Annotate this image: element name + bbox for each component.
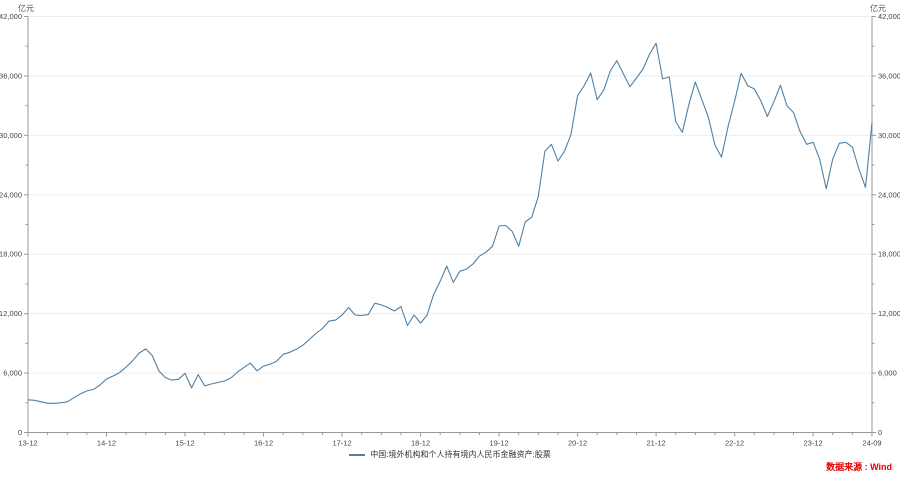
legend-line-marker xyxy=(349,454,366,456)
data-source-label: 数据来源 : Wind xyxy=(826,462,892,472)
x-tick-label: 20-12 xyxy=(568,439,587,448)
y-tick-label-left: 24,000 xyxy=(0,190,22,199)
x-tick-label: 13-12 xyxy=(18,439,37,448)
x-tick-label: 15-12 xyxy=(175,439,194,448)
series-line xyxy=(27,42,873,404)
x-tick-label: 14-12 xyxy=(97,439,116,448)
x-tick-label: 19-12 xyxy=(489,439,508,448)
x-tick-label: 23-12 xyxy=(804,439,823,448)
y-tick-label-right: 0 xyxy=(878,428,882,437)
y-tick-label-left: 0 xyxy=(18,428,22,437)
x-tick-label: 17-12 xyxy=(332,439,351,448)
x-tick-label: 16-12 xyxy=(254,439,273,448)
y-axis-unit-right: 亿元 xyxy=(870,4,886,13)
x-tick-label: 18-12 xyxy=(411,439,430,448)
y-tick-label-left: 6,000 xyxy=(3,369,22,378)
x-tick-label: 22-12 xyxy=(725,439,744,448)
legend-label: 中国:境外机构和个人持有境内人民币金融资产:股票 xyxy=(370,450,551,459)
x-tick-label: 24-09 xyxy=(862,439,881,448)
y-tick-label-right: 42,000 xyxy=(878,12,900,21)
y-tick-label-right: 6,000 xyxy=(878,369,897,378)
y-axis-unit-left: 亿元 xyxy=(18,4,34,13)
y-tick-label-left: 12,000 xyxy=(0,309,22,318)
x-tick-label: 21-12 xyxy=(646,439,665,448)
y-tick-label-left: 42,000 xyxy=(0,12,22,21)
y-tick-label-left: 36,000 xyxy=(0,71,22,80)
y-tick-label-left: 30,000 xyxy=(0,131,22,140)
y-tick-label-right: 24,000 xyxy=(878,190,900,199)
y-tick-label-left: 18,000 xyxy=(0,250,22,259)
y-tick-label-right: 12,000 xyxy=(878,309,900,318)
y-tick-label-right: 36,000 xyxy=(878,71,900,80)
legend: 中国:境外机构和个人持有境内人民币金融资产:股票 xyxy=(0,449,900,461)
y-tick-label-right: 18,000 xyxy=(878,250,900,259)
y-tick-label-right: 30,000 xyxy=(878,131,900,140)
